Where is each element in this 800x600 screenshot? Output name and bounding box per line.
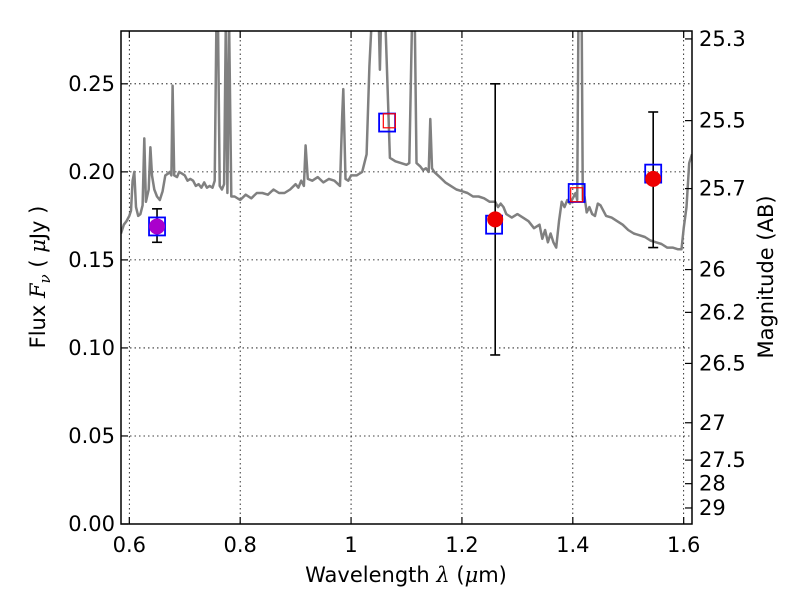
mag-tick-label: 27.5 bbox=[699, 448, 746, 472]
model-magnitude-square bbox=[378, 112, 396, 133]
y-axis-title-open: ( bbox=[26, 253, 50, 275]
x-tick-label: 0.8 bbox=[223, 533, 256, 557]
y-tick-label: 0.15 bbox=[68, 248, 115, 272]
model-spectrum-line bbox=[121, 31, 692, 251]
x-tick-label: 1.6 bbox=[667, 533, 700, 557]
x-axis-title-unit: ( bbox=[450, 563, 465, 587]
tick-labels: 0.6 0.8 1 1.2 1.4 1.6 0.00 0.05 0.10 0.15 0.20 0.25… bbox=[68, 27, 746, 557]
y-tick-label: 0.00 bbox=[68, 512, 115, 536]
y-tick-label: 0.10 bbox=[68, 336, 115, 360]
x-tick-label: 1.2 bbox=[445, 533, 478, 557]
model-magnitude-inner-square bbox=[570, 187, 584, 203]
x-tick-label: 1.4 bbox=[556, 533, 589, 557]
x-axis-title: Wavelength λ (μm) bbox=[305, 563, 507, 587]
y-axis-title-mu: μ bbox=[26, 239, 50, 253]
x-axis-title-text: Wavelength bbox=[305, 563, 436, 587]
y-axis-title-f: F bbox=[26, 282, 50, 299]
mag-tick-label: 27 bbox=[699, 411, 726, 435]
y-axis-title-nu: ν bbox=[36, 274, 54, 283]
mag-tick-label: 25.5 bbox=[699, 109, 746, 133]
plot-area bbox=[121, 31, 692, 356]
y-tick-label: 0.20 bbox=[68, 160, 115, 184]
plot-frame bbox=[120, 30, 693, 525]
x-tick-label: 0.6 bbox=[113, 533, 146, 557]
x-tick-label: 1 bbox=[344, 533, 357, 557]
mag-tick-label: 29 bbox=[699, 496, 726, 520]
data-markers bbox=[148, 83, 663, 356]
grid-lines bbox=[121, 31, 692, 524]
observed-flux-point bbox=[645, 170, 662, 187]
mag-tick-label: 26.2 bbox=[699, 300, 746, 324]
mag-tick-label: 25.3 bbox=[699, 27, 746, 51]
mag-tick-label: 28 bbox=[699, 472, 726, 496]
y2-axis-title: Magnitude (AB) bbox=[754, 195, 778, 358]
mag-tick-label: 26.5 bbox=[699, 351, 746, 375]
x-axis-title-mu: μ bbox=[465, 563, 479, 587]
y-tick-label: 0.05 bbox=[68, 424, 115, 448]
mag-tick-label: 25.7 bbox=[699, 177, 746, 201]
model-magnitude-inner-square bbox=[382, 113, 396, 129]
y-axis-title-text: Flux bbox=[26, 298, 50, 348]
y-axis-title: Flux Fν ( μJy ) bbox=[26, 206, 54, 349]
axis-ticks bbox=[121, 31, 692, 525]
mag-tick-label: 26 bbox=[699, 258, 726, 282]
x-axis-title-lambda: λ bbox=[435, 563, 449, 587]
y-tick-label: 0.25 bbox=[68, 72, 115, 96]
observed-flux-point bbox=[149, 218, 166, 235]
observed-flux-point bbox=[487, 211, 504, 228]
y-axis-title-unit: Jy ) bbox=[26, 206, 50, 242]
x-axis-title-unit-end: m) bbox=[478, 563, 507, 587]
